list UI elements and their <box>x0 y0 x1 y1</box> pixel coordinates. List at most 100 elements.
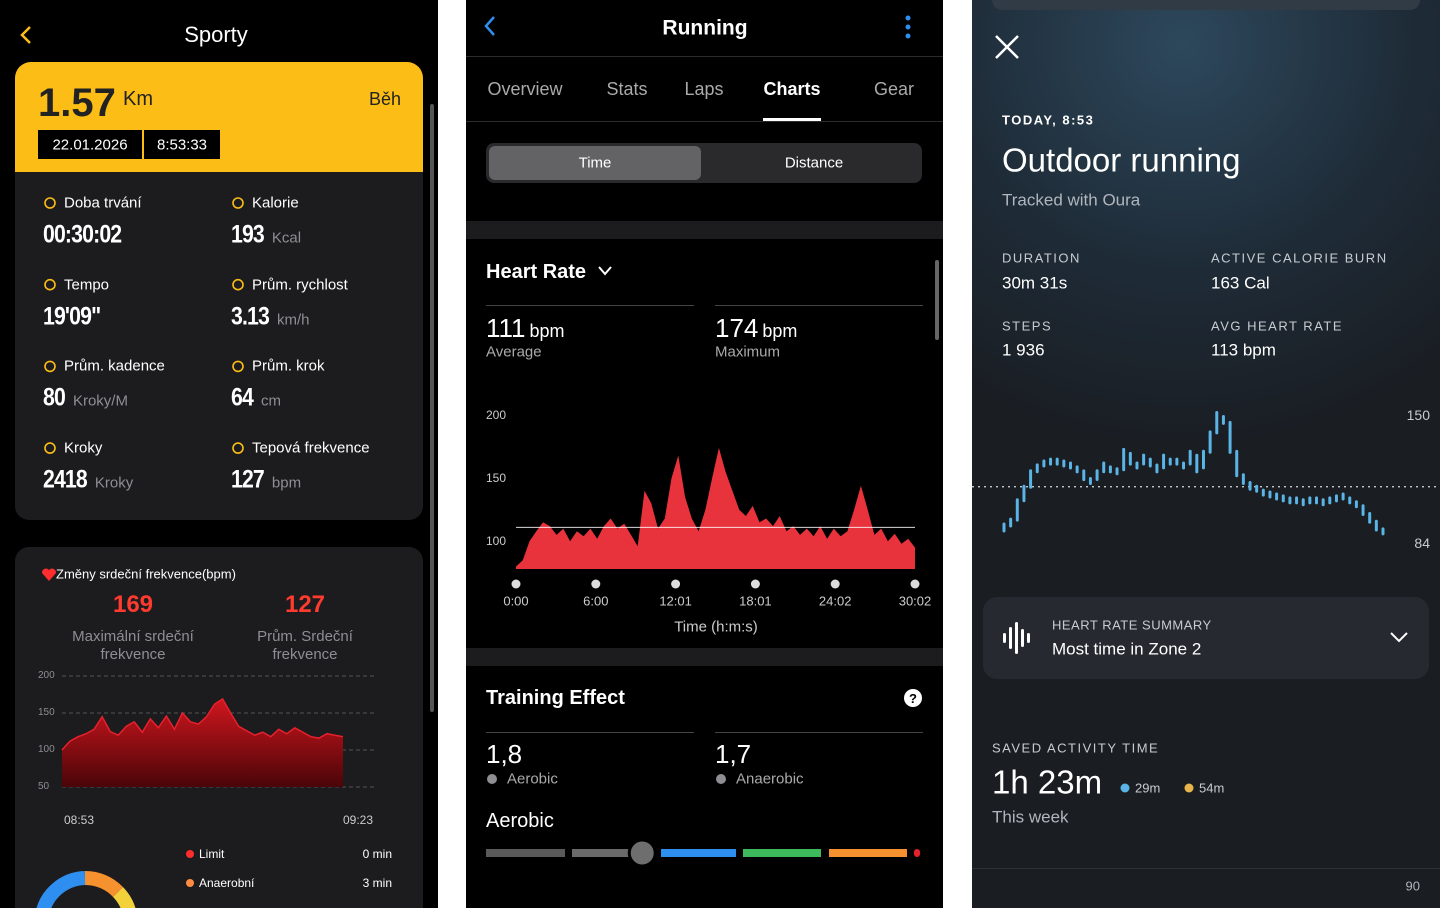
date: 22.01.2026 <box>52 136 128 154</box>
stat-label: Tepová frekvence <box>252 439 370 457</box>
stat-value: 3.13 <box>231 302 270 331</box>
summary-card[interactable] <box>983 597 1429 679</box>
stat-label: DURATION <box>1002 250 1081 266</box>
section-gap <box>466 221 943 239</box>
x-tick-label: 0:00 <box>503 593 529 609</box>
divider <box>466 56 943 57</box>
metric-value: 1,8 <box>486 739 523 769</box>
zone-time: 3 min <box>362 876 392 890</box>
y-tick-label: 84 <box>1414 535 1430 552</box>
stat-value: 163 Cal <box>1211 273 1270 293</box>
distance: 1.57 <box>38 81 116 125</box>
distance-unit: Km <box>123 88 153 110</box>
date: TODAY, 8:53 <box>1002 112 1095 128</box>
stat-unit: km/h <box>276 311 310 329</box>
x-axis-title: Time (h:m:s) <box>674 618 758 636</box>
metric-label: Aerobic <box>507 770 558 788</box>
stat-value: 80 <box>43 383 66 412</box>
divider <box>972 868 1440 869</box>
max-hr: 169 <box>112 591 154 618</box>
x-tick-label: 6:00 <box>583 593 609 609</box>
period: This week <box>992 807 1069 827</box>
y-tick-label: 100 <box>38 744 55 755</box>
stat-value: 19'09" <box>43 302 101 331</box>
oura-screen <box>972 0 1440 908</box>
scrollbar <box>430 104 434 712</box>
y-tick-label: 150 <box>38 707 55 718</box>
divider <box>466 121 943 122</box>
tab[interactable]: Charts <box>763 79 821 99</box>
y-tick-label: 150 <box>1406 407 1430 424</box>
stat-label: Prům. krok <box>252 357 325 375</box>
saved-time: 1h 23m <box>992 763 1103 801</box>
stat-value: 1 936 <box>1002 340 1045 360</box>
stat-unit: Kroky <box>94 474 134 492</box>
divider <box>486 305 694 306</box>
stat-label: Tempo <box>64 276 110 294</box>
stat-value: 127 <box>231 465 265 494</box>
stat-label: Prům. rychlost <box>252 276 348 294</box>
start-time: 8:53:33 <box>156 136 208 154</box>
stat-value: 64 <box>231 383 254 412</box>
section-title: SAVED ACTIVITY TIME <box>992 740 1160 756</box>
stat-value: 00:30:02 <box>43 220 122 249</box>
x-tick-label: 24:02 <box>818 593 852 609</box>
stat-label: Doba trvání <box>64 194 142 212</box>
toggle[interactable] <box>486 143 922 183</box>
metric-value: 174 <box>715 313 759 343</box>
x-tick-label: 12:01 <box>659 593 692 609</box>
subtitle: Tracked with Oura <box>1002 190 1141 210</box>
stat-label: ACTIVE CALORIE BURN <box>1211 250 1388 266</box>
x-tick-label: 30:02 <box>898 593 932 609</box>
divider <box>486 732 694 733</box>
screen-title: Sporty <box>184 22 248 47</box>
stat-label: Kalorie <box>252 194 299 212</box>
x-tick-label: 08:53 <box>63 813 95 827</box>
time-box <box>144 130 220 159</box>
toggle-option[interactable]: Time <box>578 154 612 172</box>
section-gap <box>466 648 943 666</box>
x-tick-label: 18:01 <box>739 593 772 609</box>
metric-unit: bpm <box>762 321 798 341</box>
stat-value: 2418 <box>43 465 88 494</box>
metric-value: 111 <box>486 313 526 343</box>
sheet-edge <box>992 0 1420 10</box>
zone-name: Limit <box>199 847 225 861</box>
divider <box>715 732 923 733</box>
section-title: Training Effect <box>486 687 625 709</box>
scrollbar <box>935 260 939 340</box>
toggle-option[interactable]: Distance <box>784 154 844 172</box>
avg-hr-label: Prům. Srdeční frekvence <box>257 628 353 663</box>
metric-label: Anaerobic <box>736 770 804 788</box>
stat-unit: Kcal <box>271 229 302 247</box>
card-text: Most time in Zone 2 <box>1052 639 1202 659</box>
tab[interactable]: Gear <box>873 79 915 99</box>
section-title[interactable]: Heart Rate <box>486 261 587 283</box>
date-box <box>38 130 142 159</box>
avg-hr: 127 <box>284 591 326 618</box>
zone-time: 0 min <box>362 847 392 861</box>
metric-value: 1,7 <box>715 739 752 769</box>
activity-title: Outdoor running <box>1002 141 1241 179</box>
tab[interactable]: Stats <box>606 79 648 99</box>
stats-card <box>15 172 423 520</box>
stat-value: 193 <box>231 220 265 249</box>
stat-label: Kroky <box>64 439 103 457</box>
stat-label: STEPS <box>1002 318 1053 334</box>
tab[interactable]: Overview <box>487 79 563 99</box>
y-tick-label: 200 <box>486 408 507 423</box>
stat-unit: bpm <box>271 474 302 492</box>
stat-unit: Kroky/M <box>72 392 128 410</box>
tab-indicator <box>763 118 821 121</box>
metric-label: Average <box>486 343 542 361</box>
y-tick-label: 200 <box>38 670 55 681</box>
stat-label: AVG HEART RATE <box>1211 318 1344 334</box>
stat-unit: cm <box>260 392 281 410</box>
x-tick-label: 09:23 <box>342 813 374 827</box>
y-tick-label: 100 <box>486 534 507 549</box>
y-tick-label: 50 <box>38 781 50 792</box>
stat-label: Prům. kadence <box>64 357 165 375</box>
tab[interactable]: Laps <box>684 79 724 99</box>
legend-value: 29m <box>1135 780 1161 796</box>
